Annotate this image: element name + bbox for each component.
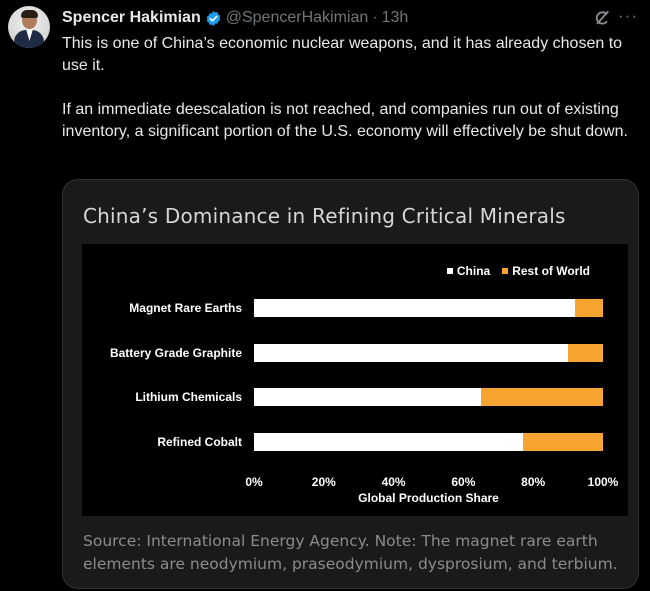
bar-rest-of-world <box>568 343 603 362</box>
author-name[interactable]: Spencer Hakimian <box>62 9 201 26</box>
bar-rest-of-world <box>480 388 603 407</box>
bar-rest-of-world <box>575 299 603 317</box>
legend-label: Rest of World <box>512 264 590 278</box>
legend-item: Rest of World <box>502 264 590 278</box>
x-tick-label: 0% <box>245 475 263 489</box>
legend-item: China <box>446 264 491 278</box>
category-label: Lithium Chemicals <box>135 390 242 405</box>
tweet-paragraph-2: If an immediate deescalation is not reac… <box>62 101 628 140</box>
tweet-paragraph-1: This is one of China’s economic nuclear … <box>62 35 623 74</box>
grok-icon[interactable] <box>593 9 611 27</box>
x-axis-title: Global Production Share <box>358 491 499 505</box>
x-tick-label: 80% <box>521 475 546 489</box>
chart-title: China’s Dominance in Refining Critical M… <box>83 204 566 228</box>
header-separator: · <box>372 9 378 26</box>
chart-plot-area: China Rest of World Magnet Rare Earths Batt… <box>82 244 628 516</box>
bar-china <box>254 299 576 317</box>
tweet-time[interactable]: 13h <box>381 9 409 26</box>
x-tick-label: 100% <box>587 475 619 489</box>
bar-china <box>254 343 569 362</box>
category-label: Battery Grade Graphite <box>109 345 242 360</box>
media-card[interactable]: China’s Dominance in Refining Critical M… <box>62 179 639 589</box>
avatar[interactable] <box>8 6 50 48</box>
category-label: Refined Cobalt <box>157 435 242 450</box>
bar-china <box>254 388 481 407</box>
more-icon[interactable]: ··· <box>618 6 638 25</box>
legend-swatch <box>446 268 453 274</box>
tweet-header: Spencer Hakimian @SpencerHakimian · 13h <box>62 8 408 28</box>
verified-badge-icon <box>206 10 220 26</box>
chart-source-note: Source: International Energy Agency. Not… <box>83 532 618 573</box>
x-tick-label: 20% <box>311 475 336 489</box>
bar-china <box>254 433 523 452</box>
author-handle[interactable]: @SpencerHakimian <box>225 9 369 26</box>
x-tick-label: 60% <box>451 475 476 489</box>
category-label: Magnet Rare Earths <box>129 301 242 315</box>
bar-rest-of-world <box>522 433 603 452</box>
x-tick-label: 40% <box>381 475 406 489</box>
legend-swatch <box>502 268 509 274</box>
legend-label: China <box>456 264 491 278</box>
tweet-text: This is one of China’s economic nuclear … <box>62 33 634 143</box>
chart-legend: China Rest of World <box>446 264 590 278</box>
